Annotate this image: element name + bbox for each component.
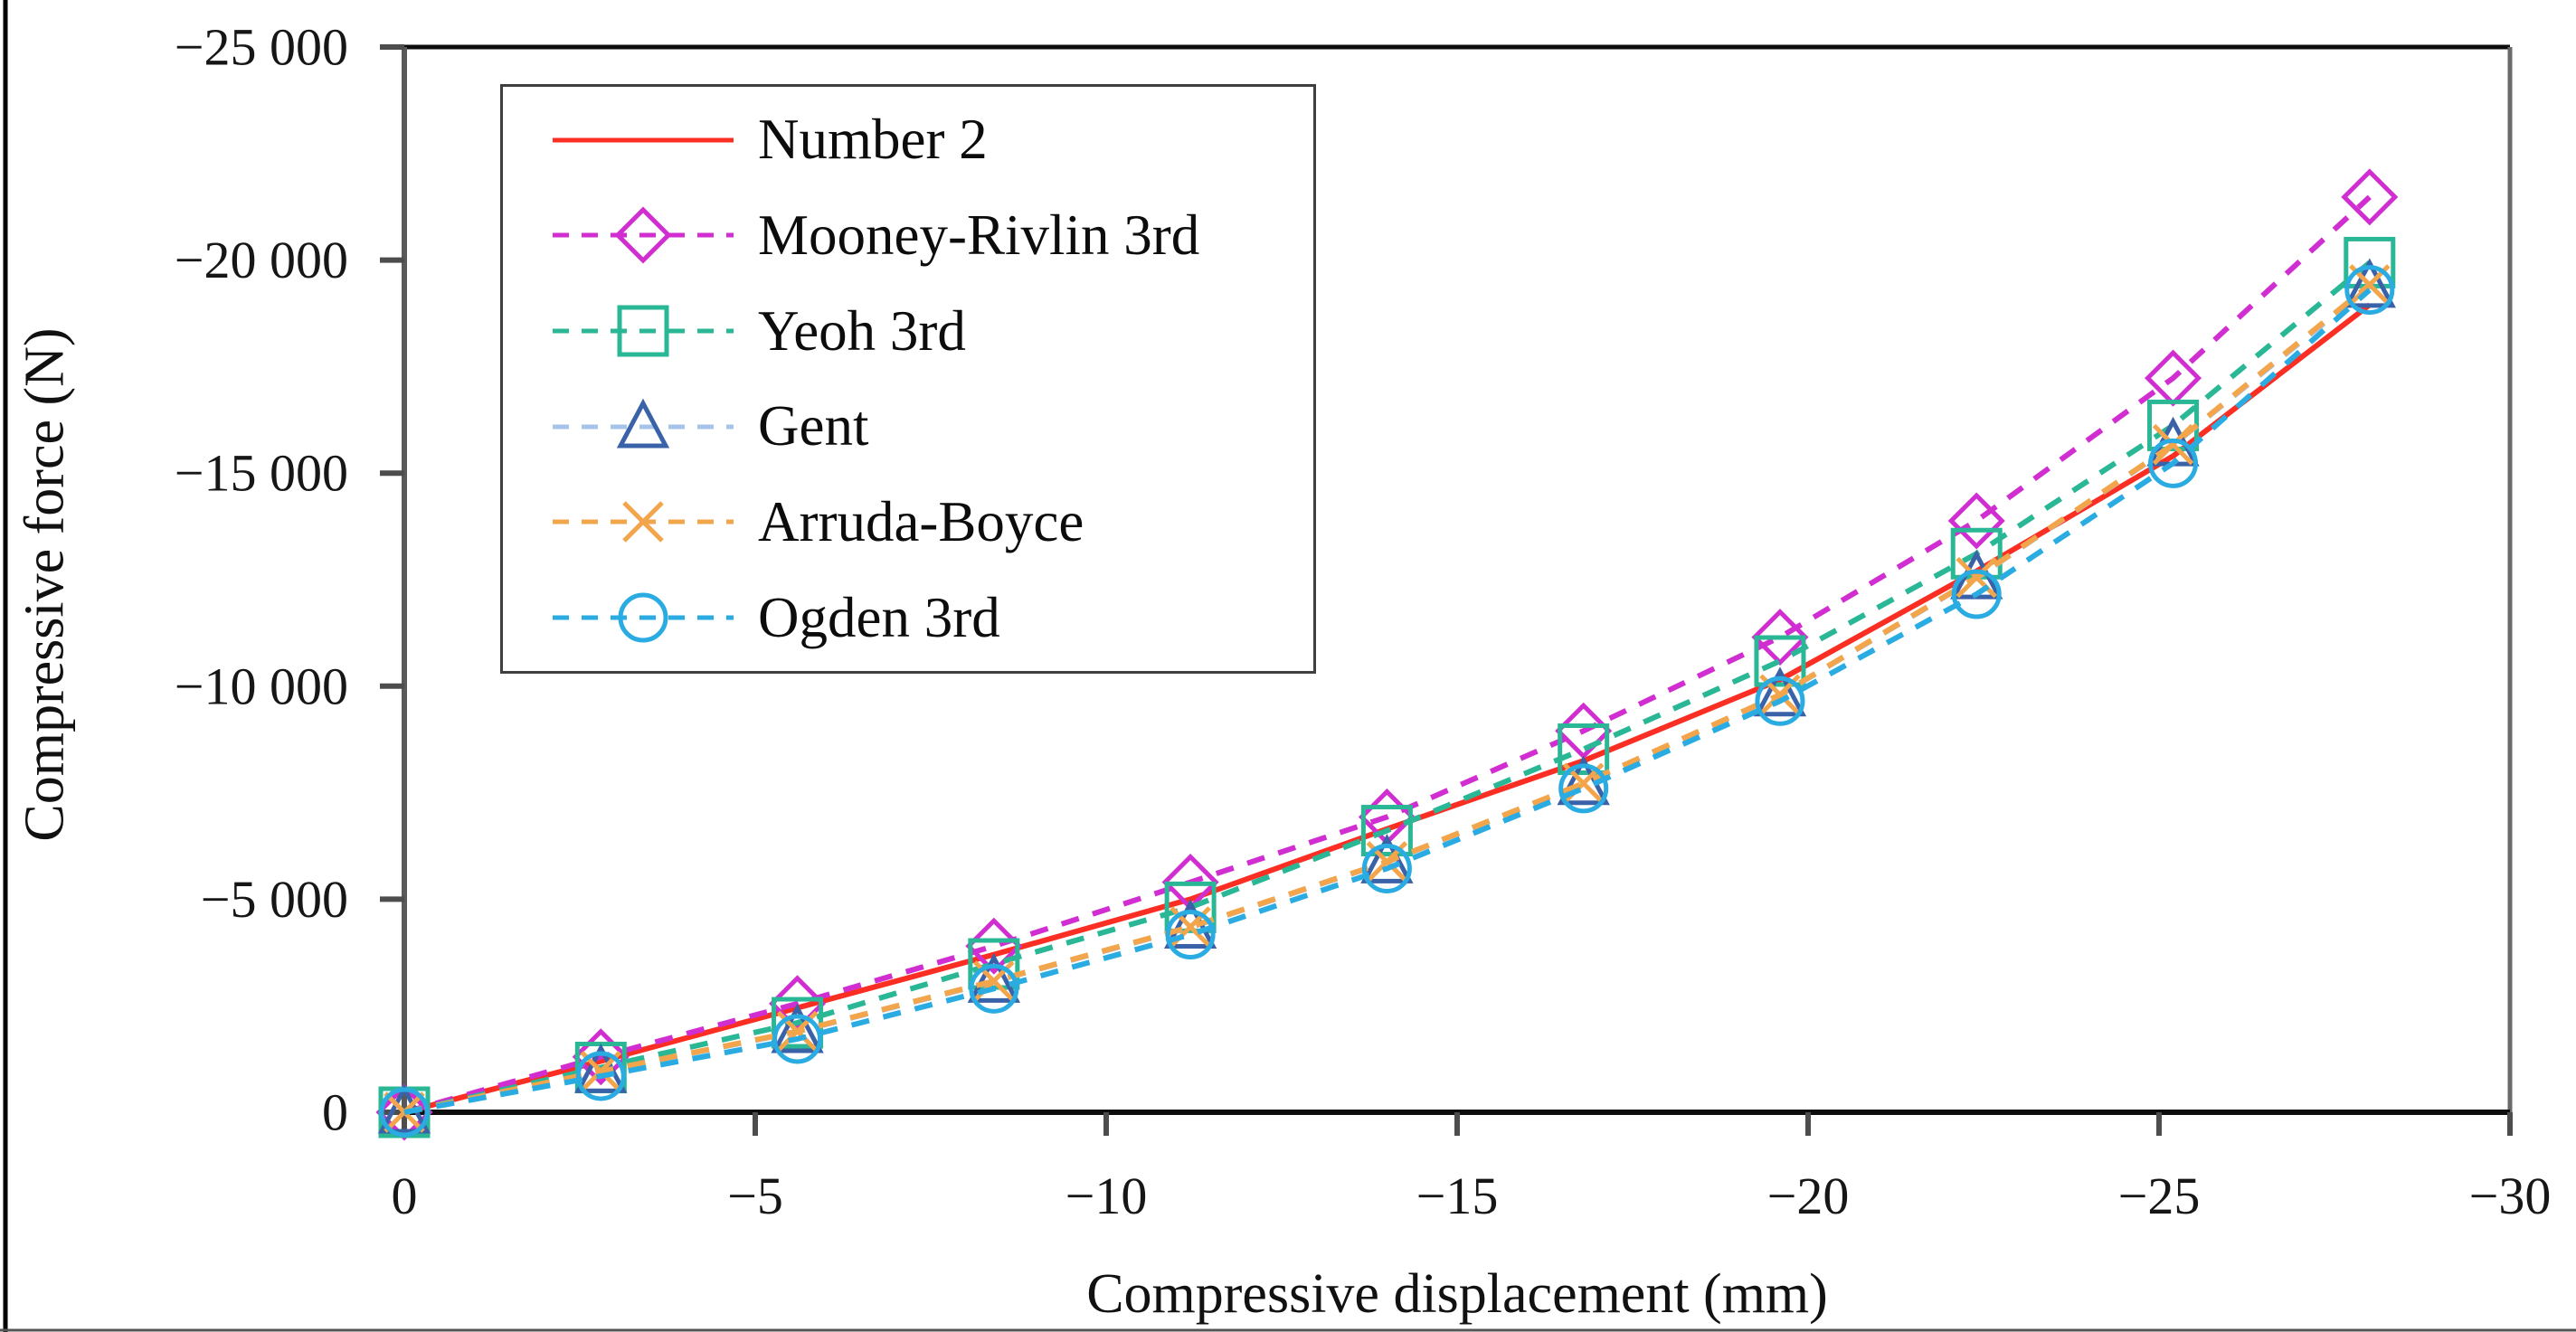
diamond-marker (965, 917, 1023, 975)
circle-marker (969, 963, 1019, 1014)
circle-marker (379, 1087, 430, 1138)
triangle-marker (967, 953, 1021, 1003)
square-marker (1164, 881, 1217, 933)
legend-label: Yeoh 3rd (758, 298, 966, 363)
series-ogden-3rd (379, 265, 2395, 1138)
x-marker (622, 501, 664, 543)
legend-label: Number 2 (758, 108, 988, 172)
legend-item: Yeoh 3rd (503, 299, 1313, 363)
legend-square-swatch-icon (553, 305, 734, 357)
y-axis-title: Compressive force (N) (14, 151, 78, 1019)
legend-diamond-swatch-icon (553, 206, 734, 265)
circle-marker (772, 1014, 823, 1064)
square-marker (1558, 723, 1610, 776)
y-tick-label: −5 000 (201, 870, 348, 929)
triangle-marker (771, 1003, 824, 1053)
legend-label: Arruda-Boyce (758, 489, 1084, 553)
legend-label: Mooney-Rivlin 3rd (758, 203, 1200, 267)
x-axis-title-text: Compressive displacement (mm) (1086, 1263, 1828, 1325)
y-tick-label: −10 000 (175, 657, 348, 715)
legend-label: Ogden 3rd (758, 585, 1000, 649)
triangle-marker (2343, 258, 2396, 308)
legend-line-swatch-icon (553, 137, 734, 143)
circle-marker (1755, 675, 1805, 726)
x-tick-label: −15 (1416, 1167, 1499, 1225)
legend-marker (617, 305, 669, 357)
series-line (403, 288, 2372, 1115)
series-mooney-rivlin-3rd (375, 168, 2399, 1141)
legend-item: Ogden 3rd (503, 586, 1313, 649)
x-marker (1956, 556, 1998, 599)
series-line (403, 194, 2372, 1115)
y-tick-label: 0 (322, 1083, 348, 1142)
circle-marker (2148, 438, 2199, 488)
legend-x-swatch-icon (553, 501, 734, 543)
legend-item: Mooney-Rivlin 3rd (503, 203, 1313, 267)
diamond-marker (614, 206, 672, 265)
x-tick-label: −25 (2118, 1167, 2201, 1225)
diamond-marker (2341, 168, 2399, 226)
x-marker (2152, 423, 2194, 466)
square-marker (1360, 805, 1413, 857)
triangle-marker (1753, 666, 1807, 717)
legend-item: Number 2 (503, 109, 1313, 172)
legend-marker (616, 398, 670, 449)
diamond-marker (1751, 609, 1809, 666)
circle-marker (2344, 265, 2395, 316)
legend-marker (614, 206, 672, 265)
square-marker (1754, 635, 1806, 687)
y-tick-label: −15 000 (175, 444, 348, 503)
circle-marker (1558, 763, 1609, 814)
diamond-marker (572, 1028, 630, 1086)
series-line (403, 260, 2372, 1115)
legend-item: Arruda-Boyce (503, 490, 1313, 553)
legend: Number 2 Mooney-Rivlin 3rd Yeoh 3rd Gent… (500, 84, 1316, 674)
y-tick-label: −25 000 (175, 18, 348, 77)
circle-marker (1951, 569, 2002, 619)
circle-marker (1165, 910, 1216, 960)
legend-item: Gent (503, 395, 1313, 458)
diamond-marker (1947, 492, 2005, 550)
legend-triangle-swatch-icon (553, 398, 734, 449)
legend-label: Gent (758, 394, 869, 458)
triangle-marker (616, 398, 670, 449)
circle-marker (618, 592, 668, 643)
circle-marker (575, 1051, 626, 1101)
x-tick-label: −5 (727, 1167, 783, 1225)
x-tick-label: −20 (1767, 1167, 1850, 1225)
legend-marker (622, 501, 664, 543)
legend-marker (618, 592, 668, 643)
y-axis-title-text: Compressive force (N) (14, 327, 76, 842)
x-tick-label: −30 (2469, 1167, 2552, 1225)
y-tick-label: −20 000 (175, 231, 348, 289)
x-axis-title: Compressive displacement (mm) (404, 1262, 2510, 1327)
x-tick-label: 0 (392, 1167, 418, 1225)
legend-circle-swatch-icon (553, 592, 734, 643)
circle-marker (1361, 843, 1412, 893)
square-marker (617, 305, 669, 357)
x-tick-label: −10 (1065, 1167, 1148, 1225)
